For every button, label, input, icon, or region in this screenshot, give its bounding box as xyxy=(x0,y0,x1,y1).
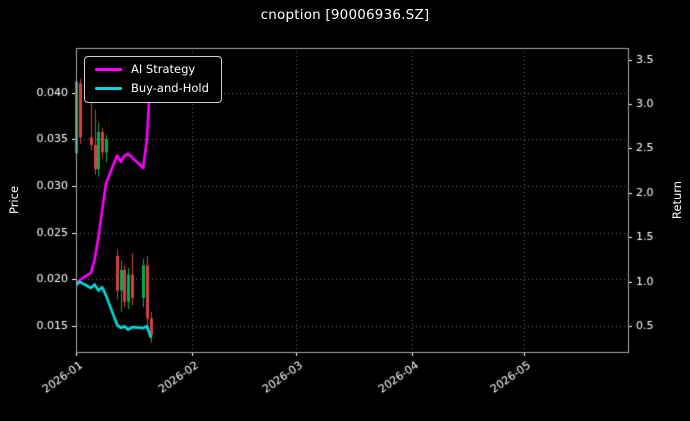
ai-strategy-line-swatch xyxy=(95,68,122,72)
y-axis-label-price: Price xyxy=(7,185,21,215)
legend-label: Buy-and-Hold xyxy=(131,80,209,95)
legend: AI Strategy Buy-and-Hold xyxy=(84,56,222,103)
buy-and-hold-line-swatch xyxy=(95,86,122,90)
legend-label: AI Strategy xyxy=(131,62,196,76)
legend-item-buy-and-hold: Buy-and-Hold xyxy=(95,80,209,95)
y-axis-label-return: Return xyxy=(670,180,684,220)
legend-item-ai-strategy: AI Strategy xyxy=(95,62,209,76)
chart-title: cnoption [90006936.SZ] xyxy=(260,7,430,23)
